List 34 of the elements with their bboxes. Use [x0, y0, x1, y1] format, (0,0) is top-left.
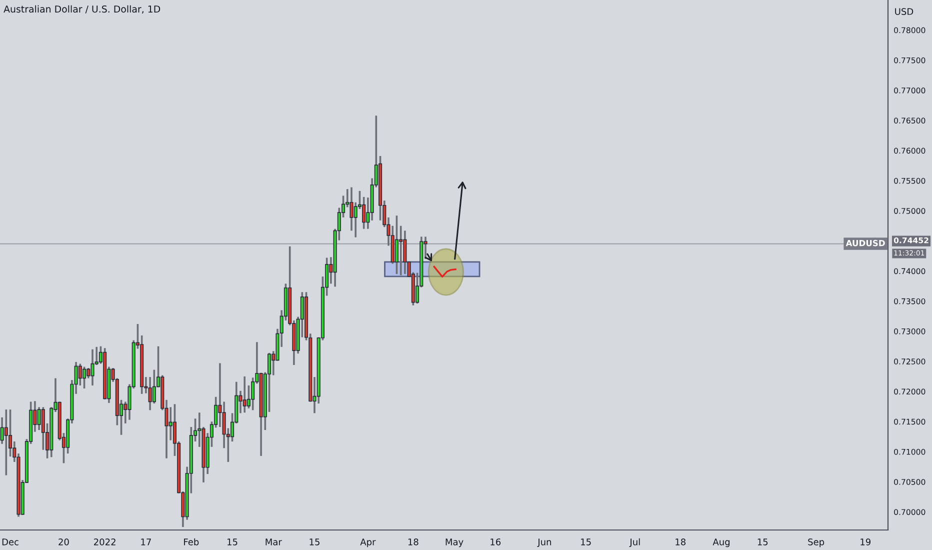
x-tick-label: Dec — [2, 538, 18, 546]
x-tick-label: Apr — [360, 538, 376, 548]
x-tick-label: May — [446, 538, 464, 548]
x-tick-label: Aug — [712, 538, 730, 548]
x-tick-label: Sep — [808, 538, 824, 548]
candlestick — [148, 376, 152, 412]
x-tick-label: Jun — [537, 538, 552, 547]
candlestick — [4, 408, 8, 476]
x-tick-label: 15 — [228, 538, 238, 546]
x-tick-label: 19 — [860, 538, 870, 546]
candlestick — [82, 366, 86, 390]
x-tick-label: 2022 — [94, 538, 116, 546]
x-tick-label: Feb — [184, 538, 199, 546]
candlestick — [403, 230, 407, 275]
y-axis-title: USD — [895, 8, 914, 15]
ref-line-label: AUDUSD — [846, 240, 885, 246]
candlestick — [90, 348, 94, 386]
candlestick — [86, 367, 90, 380]
x-tick-label: 15 — [581, 538, 591, 546]
x-tick-label: 18 — [676, 538, 686, 546]
chart-title: Australian Dollar / U.S. Dollar, 1D — [4, 5, 160, 14]
x-tick-label: 15 — [310, 538, 320, 546]
x-tick-label: 20 — [58, 538, 69, 546]
x-tick-label: 15 — [758, 538, 768, 546]
candlestick — [78, 362, 82, 386]
x-tick-label: 17 — [141, 538, 151, 546]
x-tick-label: Mar — [266, 538, 282, 546]
x-tick-label: 18 — [408, 538, 418, 546]
candlestick — [394, 214, 398, 275]
candlestick — [168, 406, 172, 442]
candlestick — [242, 376, 246, 414]
candlestick — [399, 224, 403, 276]
x-tick-label: 16 — [490, 538, 501, 546]
x-tick-label: Jul — [629, 538, 640, 547]
